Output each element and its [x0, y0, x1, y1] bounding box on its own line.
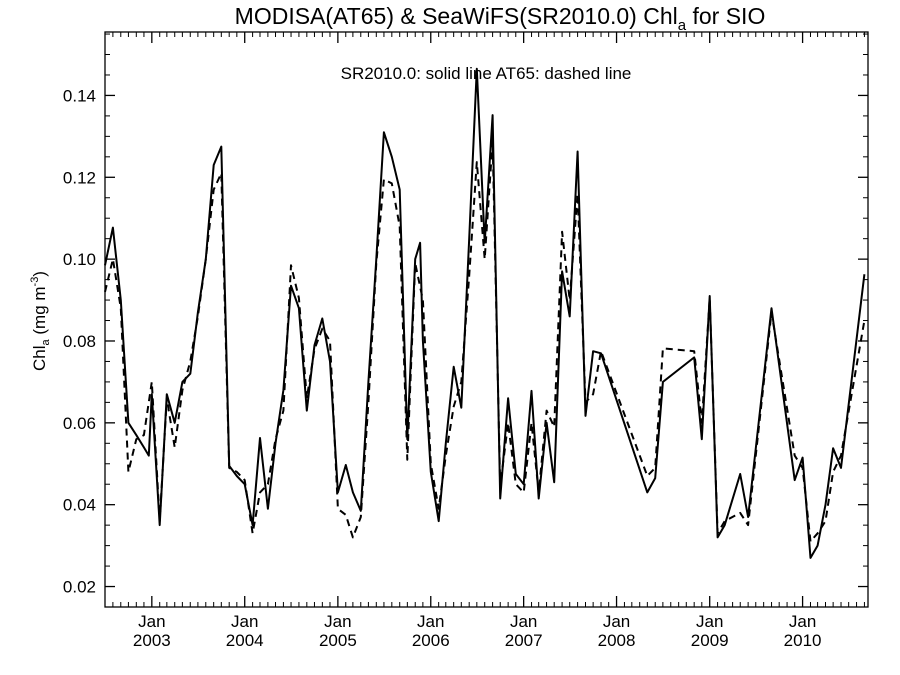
- x-tick-label-year: 2005: [319, 631, 357, 650]
- y-tick-label: 0.06: [63, 414, 96, 433]
- x-tick-label-month: Jan: [138, 612, 165, 631]
- series-line-sr2010-0: [104, 67, 866, 559]
- x-tick-label-month: Jan: [510, 612, 537, 631]
- y-axis-label-unit: (mg m: [30, 286, 49, 339]
- x-tick-label-month: Jan: [696, 612, 723, 631]
- x-tick-label-year: 2003: [133, 631, 171, 650]
- chart-title: MODISA(AT65) & SeaWiFS(SR2010.0) Chla fo…: [235, 3, 766, 34]
- y-tick-label: 0.14: [63, 86, 96, 105]
- chart-title-subscript: a: [678, 17, 687, 34]
- x-tick-label-year: 2007: [505, 631, 543, 650]
- y-axis-label-superscript: -3: [29, 277, 41, 287]
- y-axis-label: Chla (mg m-3): [29, 271, 52, 371]
- x-tick-label-month: Jan: [603, 612, 630, 631]
- x-tick-label-year: 2009: [691, 631, 729, 650]
- x-tick-label-year: 2008: [598, 631, 636, 650]
- x-tick-label-month: Jan: [231, 612, 258, 631]
- y-tick-label: 0.08: [63, 332, 96, 351]
- x-tick-label-month: Jan: [417, 612, 444, 631]
- x-tick-label-month: Jan: [789, 612, 816, 631]
- y-tick-label: 0.02: [63, 578, 96, 597]
- y-axis-label-close: ): [30, 271, 49, 277]
- y-tick-label: 0.10: [63, 250, 96, 269]
- chart-title-suffix: for SIO: [686, 3, 765, 29]
- plot-frame: [104, 31, 869, 608]
- series-layer: [104, 67, 866, 559]
- series-line-at65: [104, 139, 866, 543]
- svg-text:Chla (mg m-3): Chla (mg m-3): [29, 271, 52, 371]
- x-axis-ticks: Jan2003Jan2004Jan2005Jan2006Jan2007Jan20…: [104, 32, 865, 650]
- y-axis-label-subscript: a: [40, 338, 52, 345]
- y-axis-label-main: Chl: [30, 345, 49, 371]
- x-tick-label-year: 2004: [226, 631, 264, 650]
- chart-annotation: SR2010.0: solid line AT65: dashed line: [341, 64, 632, 83]
- y-tick-label: 0.12: [63, 168, 96, 187]
- chart-title-main: MODISA(AT65) & SeaWiFS(SR2010.0) Chl: [235, 3, 678, 29]
- y-tick-label: 0.04: [63, 496, 96, 515]
- x-tick-label-year: 2010: [784, 631, 822, 650]
- x-tick-label-year: 2006: [412, 631, 450, 650]
- x-tick-label-month: Jan: [324, 612, 351, 631]
- y-axis-ticks: 0.02 0.04 0.06 0.08 0.10 0.12 0.14: [63, 33, 868, 608]
